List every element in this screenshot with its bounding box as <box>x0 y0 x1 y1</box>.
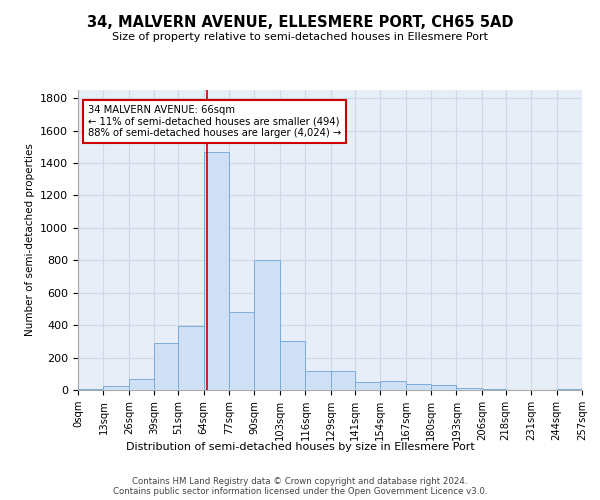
Bar <box>154 343 178 390</box>
Text: 34 MALVERN AVENUE: 66sqm
← 11% of semi-detached houses are smaller (494)
88% of : 34 MALVERN AVENUE: 66sqm ← 11% of semi-d… <box>88 104 341 138</box>
Bar <box>254 260 280 390</box>
Text: Distribution of semi-detached houses by size in Ellesmere Port: Distribution of semi-detached houses by … <box>125 442 475 452</box>
Bar <box>103 386 129 390</box>
Bar <box>380 381 406 390</box>
Bar <box>280 340 305 390</box>
Bar <box>331 372 355 390</box>
Text: Contains public sector information licensed under the Open Government Licence v3: Contains public sector information licen… <box>113 488 487 496</box>
Bar <box>305 372 331 390</box>
Bar <box>557 389 582 390</box>
Bar <box>129 380 154 390</box>
Bar <box>431 385 457 390</box>
Text: 34, MALVERN AVENUE, ELLESMERE PORT, CH65 5AD: 34, MALVERN AVENUE, ELLESMERE PORT, CH65… <box>87 15 513 30</box>
Bar <box>457 388 482 390</box>
Bar <box>203 152 229 390</box>
Y-axis label: Number of semi-detached properties: Number of semi-detached properties <box>25 144 35 336</box>
Bar <box>482 389 506 390</box>
Bar <box>178 326 203 390</box>
Bar <box>78 389 103 390</box>
Bar <box>406 384 431 390</box>
Text: Size of property relative to semi-detached houses in Ellesmere Port: Size of property relative to semi-detach… <box>112 32 488 42</box>
Text: Contains HM Land Registry data © Crown copyright and database right 2024.: Contains HM Land Registry data © Crown c… <box>132 478 468 486</box>
Bar <box>355 382 380 390</box>
Bar <box>229 312 254 390</box>
